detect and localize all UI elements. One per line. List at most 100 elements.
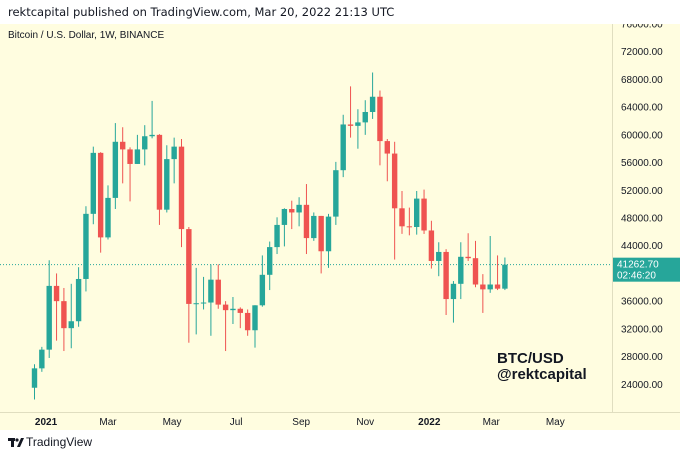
candle-body	[406, 226, 413, 228]
candle-body	[318, 215, 324, 252]
price-tick-label: 56000.00	[621, 158, 663, 169]
candle-body	[311, 215, 317, 239]
price-ticks: 24000.0028000.0032000.0036000.0040000.00…	[621, 20, 663, 391]
price-tick-label: 48000.00	[621, 214, 663, 225]
time-tick-label: May	[546, 417, 565, 428]
time-tick-label: Mar	[483, 417, 501, 428]
time-axis-svg: 2021 Mar May Jul Sep Nov 2022 Mar May	[35, 417, 565, 428]
candle-body	[134, 149, 141, 164]
last-price-tag-bg	[613, 257, 680, 282]
candle-body	[494, 284, 501, 289]
candle-body	[347, 124, 354, 126]
candle-body	[458, 256, 464, 284]
candle-body	[289, 208, 295, 213]
candle-body	[53, 285, 60, 302]
candle-body	[384, 141, 390, 154]
price-tick-label: 60000.00	[621, 130, 663, 141]
candle-body	[443, 251, 449, 300]
time-tick-label: Nov	[356, 417, 374, 428]
candle-body	[178, 146, 185, 230]
candle-body	[149, 134, 155, 137]
footer: TradingView	[0, 430, 680, 454]
candle-body	[244, 312, 251, 331]
candle-body	[487, 284, 493, 290]
price-tick-label: 76000.00	[621, 24, 663, 31]
candles-group	[31, 72, 508, 400]
candle-body	[465, 256, 471, 259]
candle-body	[105, 197, 111, 238]
time-tick-label: May	[163, 417, 182, 428]
candle-body	[480, 284, 486, 290]
time-axis[interactable]: 2021 Mar May Jul Sep Nov 2022 Mar May	[0, 412, 680, 430]
candle-body	[186, 229, 192, 304]
candle-body	[355, 122, 361, 126]
candle-body	[252, 305, 258, 331]
candle-body	[164, 159, 170, 210]
price-tick-label: 28000.00	[621, 352, 663, 363]
candle-body	[230, 308, 236, 311]
price-tick-label: 44000.00	[621, 241, 663, 252]
candle-body	[142, 136, 148, 150]
tradingview-logo-icon	[8, 438, 24, 447]
candle-body	[333, 170, 339, 217]
candle-body	[222, 304, 229, 311]
time-tick-label: 2021	[35, 417, 58, 428]
price-tick-label: 36000.00	[621, 297, 663, 308]
footer-brand: TradingView	[26, 435, 93, 449]
price-axis[interactable]: 24000.0028000.0032000.0036000.0040000.00…	[612, 20, 680, 412]
candle-body	[237, 308, 243, 313]
candle-body	[215, 279, 221, 305]
price-tick-label: 32000.00	[621, 324, 663, 335]
last-price-value: 41262.70	[617, 260, 659, 271]
time-tick-label: 2022	[418, 417, 441, 428]
chart-pane[interactable]: Bitcoin / U.S. Dollar, 1W, BINANCE BTC/U…	[0, 24, 612, 412]
candle-body	[193, 303, 199, 305]
candle-body	[31, 368, 38, 388]
candle-body	[156, 134, 163, 210]
symbol-label: Bitcoin / U.S. Dollar, 1W, BINANCE	[8, 30, 164, 41]
candle-body	[171, 146, 177, 160]
candle-body	[421, 198, 427, 231]
candlestick-chart[interactable]: Bitcoin / U.S. Dollar, 1W, BINANCE BTC/U…	[0, 24, 612, 412]
annotation-handle: @rektcapital	[497, 366, 587, 383]
candle-body	[274, 224, 280, 248]
price-tick-label: 64000.00	[621, 103, 663, 114]
candle-body	[296, 204, 302, 213]
candle-body	[39, 349, 45, 369]
price-tick-label: 24000.00	[621, 380, 663, 391]
candle-body	[83, 213, 89, 279]
candle-body	[428, 230, 435, 261]
price-tick-label: 52000.00	[621, 186, 663, 197]
annotation-pair: BTC/USD	[497, 350, 564, 367]
candle-body	[369, 96, 376, 112]
time-tick-label: Jul	[230, 417, 243, 428]
candle-body	[436, 251, 442, 261]
price-tick-label: 68000.00	[621, 75, 663, 86]
candle-body	[450, 283, 457, 300]
candle-body	[502, 264, 508, 289]
candle-body	[46, 285, 52, 350]
candle-body	[61, 301, 67, 329]
publish-line: rektcapital published on TradingView.com…	[8, 5, 395, 19]
candle-body	[267, 247, 273, 275]
candle-body	[325, 216, 332, 252]
candle-body	[391, 153, 398, 209]
price-tick-label: 72000.00	[621, 47, 663, 58]
last-price-tag: 41262.70 02:46:20	[613, 257, 680, 282]
candle-body	[112, 141, 119, 198]
time-tick-label: Mar	[99, 417, 117, 428]
candle-body	[399, 208, 405, 227]
candle-body	[127, 149, 133, 164]
candle-body	[259, 274, 266, 306]
time-ticks: 2021 Mar May Jul Sep Nov 2022 Mar May	[35, 417, 565, 428]
time-tick-label: Sep	[292, 417, 310, 428]
candle-body	[200, 302, 207, 304]
candle-body	[90, 152, 96, 214]
candle-body	[377, 96, 383, 142]
candle-body	[97, 152, 104, 238]
candle-body	[340, 124, 346, 171]
candle-body	[208, 279, 214, 303]
candle-body	[68, 321, 74, 329]
publish-header: rektcapital published on TradingView.com…	[0, 0, 680, 24]
bar-countdown: 02:46:20	[617, 271, 656, 282]
